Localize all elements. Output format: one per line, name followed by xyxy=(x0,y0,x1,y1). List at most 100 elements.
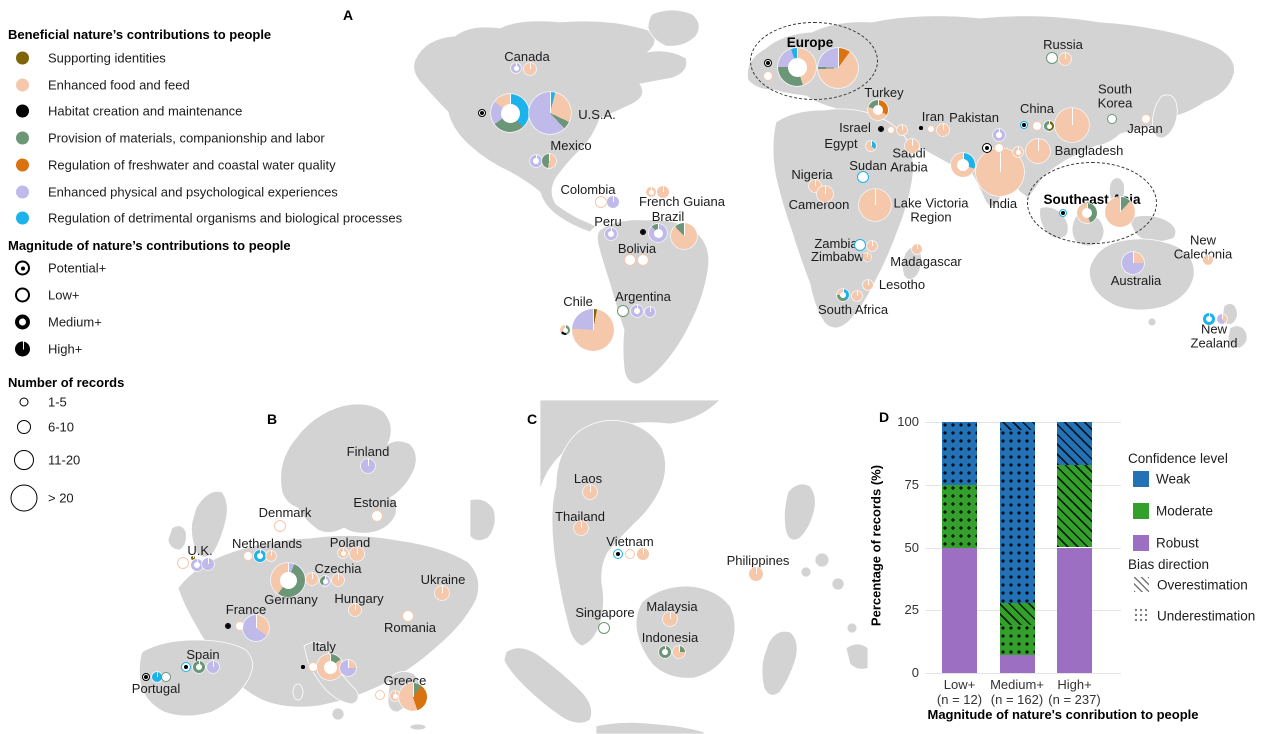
legend-swatch-moderate xyxy=(1133,503,1149,519)
u-s-a-marker-pie xyxy=(529,92,571,134)
y-tick-label: 75 xyxy=(904,476,919,492)
magnitude-label: Low+ xyxy=(48,287,80,303)
bar-segment-medium-moderate-underestimation xyxy=(999,625,1035,656)
country-label-new-zealand: New Zealand xyxy=(1190,321,1238,350)
records-label: 6-10 xyxy=(48,419,75,435)
map-greenland xyxy=(647,9,700,47)
legend-magnitude-title: Magnitude of nature’s contributions to p… xyxy=(8,238,291,253)
map-tasmania xyxy=(1147,317,1157,327)
netherlands-marker-ring xyxy=(243,551,253,561)
country-label-japan: Japan xyxy=(1127,121,1163,137)
singapore-marker-ring xyxy=(598,622,610,634)
u-k-marker-pie xyxy=(202,558,214,570)
netherlands-marker-donut xyxy=(254,550,266,562)
pakistan-marker-dot xyxy=(982,143,992,153)
map-australia xyxy=(1088,238,1195,311)
country-label-madagascar: Madagascar xyxy=(890,254,962,270)
argentina-marker-pie xyxy=(645,307,655,317)
israel-marker-ring xyxy=(887,126,895,134)
country-label-sudan: Sudan xyxy=(849,158,887,174)
legend-label-weak: Weak xyxy=(1156,471,1191,487)
portugal-marker-ring xyxy=(161,672,171,682)
laos-marker-pie xyxy=(583,485,597,499)
argentina-marker-ring xyxy=(617,305,629,317)
czechia-marker-pie xyxy=(332,574,344,586)
estonia-marker-ring xyxy=(371,510,383,522)
india-marker-donut xyxy=(951,153,975,177)
russia-marker-ring xyxy=(1046,52,1058,64)
map-c-sumatra xyxy=(503,647,593,724)
ncp-label: Supporting identities xyxy=(48,50,166,66)
southeast-asia-marker-donut xyxy=(1077,203,1097,223)
bar-segment-medium-moderate-overestimation xyxy=(999,602,1035,626)
country-label-spain: Spain xyxy=(186,647,220,663)
legend-swatch-overestimation xyxy=(1134,577,1149,592)
pakistan-marker-ring xyxy=(994,143,1004,153)
australia-marker-pie xyxy=(1122,252,1144,274)
country-label-peru: Peru xyxy=(594,214,622,230)
italy-marker-donut xyxy=(317,654,343,680)
country-label-brazil: Brazil xyxy=(651,209,685,225)
bar-segment-low-moderate-underestimation xyxy=(942,484,977,548)
zambia-marker-pie xyxy=(867,241,877,251)
zambia-marker-ring xyxy=(854,239,866,251)
china-marker-donut xyxy=(1044,121,1054,131)
french-guiana-marker-donut xyxy=(646,187,656,197)
southeast-asia-marker-pie xyxy=(1105,197,1135,227)
map-c-right-islands xyxy=(845,643,869,670)
bar-segment-high-moderate-overestimation xyxy=(1057,464,1092,548)
canada-marker-pie xyxy=(524,63,536,75)
country-label-italy: Italy xyxy=(312,639,336,655)
ncp-label: Enhanced physical and psychological expe… xyxy=(48,184,338,199)
map-b-scandinavia xyxy=(280,403,417,534)
malaysia-marker-pie xyxy=(663,612,677,626)
map-b-uk xyxy=(191,490,228,558)
country-label-israel: Israel xyxy=(839,120,871,136)
ncp-color-swatch-regulation-of-freshwater-and-coastal-water-quality xyxy=(16,158,29,172)
records-circle-6-10 xyxy=(17,420,31,434)
mexico-marker-donut xyxy=(530,155,542,167)
bar-segment-high-robust-none xyxy=(1057,547,1092,673)
magnitude-glyph-low xyxy=(15,287,30,303)
country-label-turkey: Turkey xyxy=(864,85,904,101)
ncp-label: Regulation of detrimental organisms and … xyxy=(48,210,403,226)
magnitude-glyph-high xyxy=(15,341,30,357)
panel-c-label: C xyxy=(527,411,538,427)
legend-label-overestimation: Overestimation xyxy=(1157,577,1248,593)
records-circle-20 xyxy=(10,484,38,512)
finland-marker-pie xyxy=(361,459,375,473)
y-tick-label: 0 xyxy=(911,665,919,680)
pakistan-marker-donut xyxy=(993,129,1005,141)
portugal-marker-pie xyxy=(152,672,162,682)
romania-marker-ring xyxy=(402,610,414,622)
brazil-marker-donut xyxy=(649,224,667,242)
ukraine-marker-pie xyxy=(435,586,449,600)
country-label-pakistan: Pakistan xyxy=(949,110,999,126)
country-label-french-guiana: French Guiana xyxy=(639,194,725,210)
legend-label-moderate: Moderate xyxy=(1156,503,1214,519)
map-c-philippines xyxy=(784,483,816,541)
country-label-philippines: Philippines xyxy=(726,553,790,569)
ncp-color-swatch-enhanced-food-and-feed xyxy=(16,78,29,92)
iran-marker-ring xyxy=(927,125,935,133)
u-s-a-marker-donut xyxy=(491,94,529,132)
legend-swatch-underestimation xyxy=(1134,608,1149,623)
country-label-estonia: Estonia xyxy=(353,495,397,511)
colombia-marker-ring xyxy=(595,196,607,208)
czechia-marker-pie xyxy=(306,573,318,585)
u-k-marker-ring xyxy=(177,557,189,569)
country-label-nigeria: Nigeria xyxy=(791,167,833,183)
country-label-czechia: Czechia xyxy=(314,561,362,577)
panel-b-label: B xyxy=(267,411,278,427)
colombia-marker-pie xyxy=(607,196,619,208)
iran-marker-pie xyxy=(937,124,949,136)
country-label-malaysia: Malaysia xyxy=(646,599,698,615)
italy-marker-dot xyxy=(301,665,305,669)
country-label-romania: Romania xyxy=(383,620,437,636)
legend-label-robust: Robust xyxy=(1156,535,1199,551)
country-label-u-s-a: U.S.A. xyxy=(578,107,616,123)
country-label-indonesia: Indonesia xyxy=(641,630,699,646)
map-c-left-tail xyxy=(469,498,496,541)
china-marker-dot xyxy=(1020,121,1028,129)
